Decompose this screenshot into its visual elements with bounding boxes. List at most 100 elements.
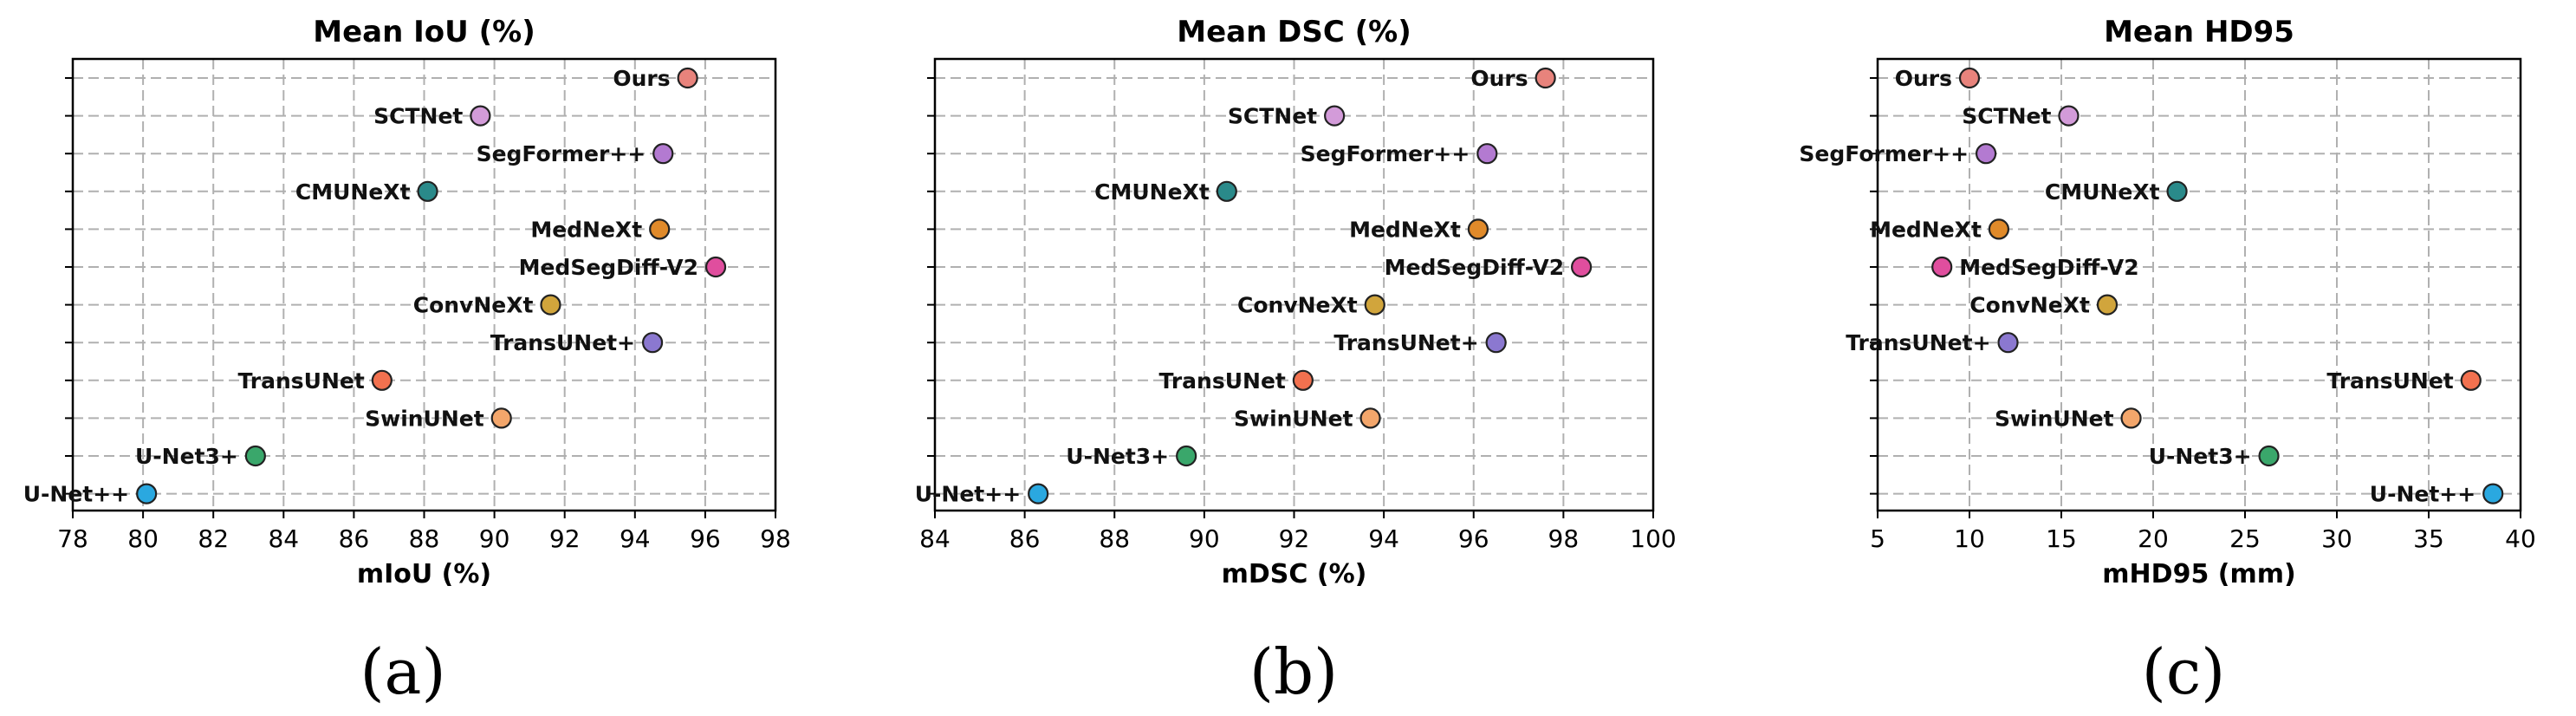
point-label: TransUNet+ bbox=[1333, 330, 1478, 355]
data-point bbox=[1359, 407, 1381, 429]
x-tick-label: 84 bbox=[919, 524, 951, 553]
point-label: SCTNet bbox=[1228, 104, 1317, 129]
point-label: TransUNet bbox=[238, 368, 365, 394]
data-point bbox=[1364, 294, 1385, 316]
point-label: SCTNet bbox=[373, 104, 463, 129]
point-label: SegFormer++ bbox=[1301, 141, 1470, 166]
point-label: SwinUNet bbox=[365, 406, 484, 431]
point-label: U-Net3+ bbox=[1066, 444, 1169, 469]
data-point bbox=[470, 105, 491, 127]
data-point bbox=[1467, 218, 1489, 240]
point-label: MedSegDiff-V2 bbox=[519, 255, 698, 280]
data-point bbox=[1988, 218, 2010, 240]
point-label: TransUNet+ bbox=[1846, 330, 1990, 355]
point-label: U-Net++ bbox=[2370, 482, 2475, 507]
data-point bbox=[244, 445, 266, 467]
x-tick-label: 98 bbox=[1548, 524, 1580, 553]
data-point bbox=[2482, 483, 2504, 504]
x-tick-label: 5 bbox=[1870, 524, 1885, 553]
data-point bbox=[1324, 105, 1346, 127]
chart-panel-1: 78 80 82 84 86 88 90 92 94 96 98 Ours SCTNet SegForme… bbox=[23, 15, 791, 708]
data-point bbox=[2460, 369, 2482, 391]
data-point bbox=[704, 256, 727, 278]
x-tick-label: 84 bbox=[268, 524, 299, 553]
data-point bbox=[1476, 143, 1498, 165]
data-point bbox=[1958, 67, 1981, 89]
x-tick-label: 15 bbox=[2046, 524, 2077, 553]
point-label: SwinUNet bbox=[1234, 406, 1353, 431]
point-label: TransUNet+ bbox=[490, 330, 635, 355]
point-label: MedSegDiff-V2 bbox=[1959, 255, 2138, 280]
point-label: U-Net++ bbox=[23, 482, 129, 507]
plot-frame bbox=[1876, 57, 2522, 512]
point-label: SwinUNet bbox=[1995, 406, 2114, 431]
plot-area bbox=[1878, 59, 2521, 511]
data-point bbox=[1535, 67, 1556, 89]
data-point bbox=[371, 369, 393, 391]
chart-title: Mean IoU (%) bbox=[313, 15, 535, 49]
x-axis-label: mDSC (%) bbox=[1222, 559, 1367, 589]
x-tick-label: 35 bbox=[2413, 524, 2444, 553]
point-label: MedNeXt bbox=[530, 217, 642, 242]
x-axis-label: mHD95 (mm) bbox=[2102, 559, 2295, 589]
data-point bbox=[2166, 180, 2188, 202]
data-point bbox=[1931, 256, 1953, 278]
data-point bbox=[1485, 332, 1507, 354]
point-label: TransUNet bbox=[1159, 368, 1286, 394]
x-tick-label: 92 bbox=[549, 524, 581, 553]
data-point bbox=[417, 180, 438, 202]
data-point bbox=[1292, 369, 1314, 391]
x-tick-label: 98 bbox=[760, 524, 791, 553]
point-label: U-Net3+ bbox=[135, 444, 238, 469]
point-label: U-Net3+ bbox=[2149, 444, 2252, 469]
x-tick-label: 10 bbox=[1954, 524, 1985, 553]
point-label: ConvNeXt bbox=[1237, 293, 1358, 318]
point-label: Ours bbox=[613, 66, 670, 91]
chart-title: Mean DSC (%) bbox=[1177, 15, 1411, 49]
x-tick-label: 82 bbox=[198, 524, 229, 553]
data-point bbox=[490, 407, 512, 429]
data-point bbox=[649, 218, 671, 240]
data-point bbox=[540, 294, 561, 316]
point-label: CMUNeXt bbox=[1094, 179, 1210, 205]
point-label: Ours bbox=[1895, 66, 1952, 91]
data-point bbox=[1176, 445, 1197, 467]
data-point bbox=[2120, 407, 2142, 429]
x-tick-label: 78 bbox=[57, 524, 88, 553]
point-label: CMUNeXt bbox=[295, 179, 411, 205]
point-label: MedNeXt bbox=[1870, 217, 1982, 242]
chart-title: Mean HD95 bbox=[2104, 15, 2294, 49]
x-tick-label: 86 bbox=[339, 524, 370, 553]
plot-frame bbox=[71, 57, 777, 512]
point-label: ConvNeXt bbox=[413, 293, 534, 318]
data-point bbox=[652, 143, 674, 165]
x-tick-label: 88 bbox=[1099, 524, 1130, 553]
x-tick-label: 88 bbox=[409, 524, 440, 553]
data-point bbox=[2096, 294, 2119, 316]
x-tick-label: 96 bbox=[690, 524, 721, 553]
x-tick-label: 90 bbox=[479, 524, 510, 553]
point-label: CMUNeXt bbox=[2045, 179, 2160, 205]
point-label: U-Net++ bbox=[915, 482, 1021, 507]
data-point bbox=[1216, 180, 1237, 202]
point-label: TransUNet bbox=[2326, 368, 2453, 394]
data-point bbox=[641, 332, 664, 354]
x-tick-label: 94 bbox=[1368, 524, 1399, 553]
chart-panel-2: 84 86 88 90 92 94 96 98 100 Ours SCTNet SegFormer++… bbox=[915, 15, 1677, 708]
point-label: SCTNet bbox=[1962, 104, 2051, 129]
plot-frame bbox=[933, 57, 1655, 512]
data-point bbox=[136, 483, 158, 504]
x-tick-label: 30 bbox=[2321, 524, 2352, 553]
x-tick-label: 25 bbox=[2229, 524, 2261, 553]
data-point bbox=[1028, 483, 1049, 504]
point-label: MedNeXt bbox=[1349, 217, 1461, 242]
data-point bbox=[1997, 332, 2019, 354]
data-point bbox=[1975, 143, 1997, 165]
data-point bbox=[1570, 256, 1593, 278]
x-tick-label: 94 bbox=[620, 524, 651, 553]
point-label: Ours bbox=[1470, 66, 1528, 91]
x-tick-label: 96 bbox=[1458, 524, 1489, 553]
x-tick-label: 92 bbox=[1279, 524, 1310, 553]
data-point bbox=[2058, 105, 2080, 127]
x-tick-label: 40 bbox=[2505, 524, 2536, 553]
